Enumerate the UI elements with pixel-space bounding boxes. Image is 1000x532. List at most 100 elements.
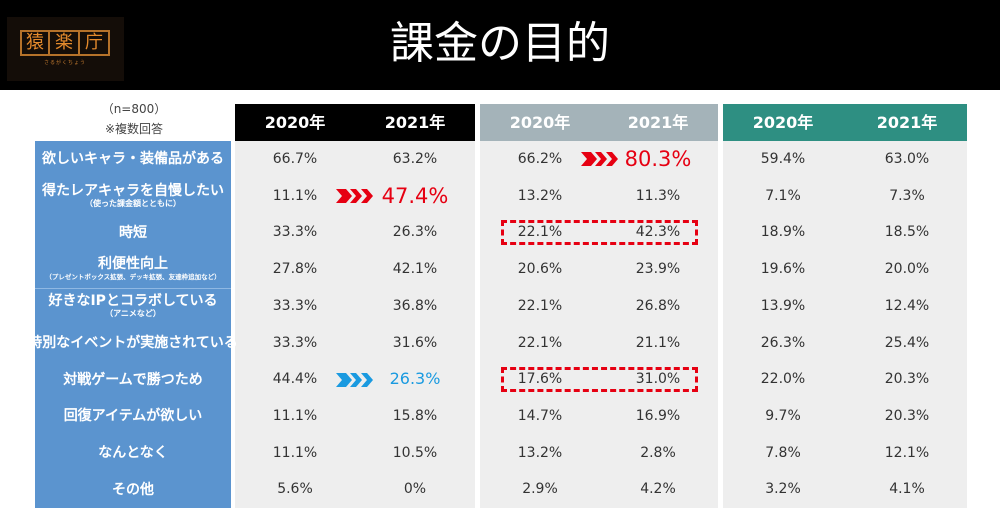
value-cell: 2.8% (640, 444, 676, 461)
value-cell: 27.8% (272, 261, 318, 278)
value-cell: 59.4% (760, 151, 806, 167)
row-label-subtext: （使った課金額とともに） (85, 199, 181, 209)
value-cell: 13.2% (517, 187, 563, 204)
value-cell: 11.1% (272, 407, 318, 424)
value-cell: 33.3% (272, 224, 318, 241)
value-cell: 7.3% (889, 187, 925, 204)
value-cell: 26.3% (389, 369, 441, 389)
value-cell: 12.4% (884, 297, 930, 314)
row-label-text: 欲しいキャラ・装備品がある (42, 151, 224, 168)
row-label: 得たレアキャラを自慢したい （使った課金額とともに） (35, 178, 231, 215)
value-cell: 36.8% (392, 297, 438, 314)
row-label-text: 回復アイテムが欲しい (63, 408, 203, 425)
value-cell: 19.6% (760, 261, 806, 278)
year-header: 2020年 (752, 113, 814, 132)
value-cell: 22.1% (517, 334, 563, 351)
row-label: 対戦ゲームで勝つため (35, 361, 231, 398)
value-cell: 20.3% (884, 407, 930, 424)
page-title: 課金の目的 (390, 18, 610, 69)
value-cell: 11.3% (635, 187, 681, 204)
triple-chevron-right-icon (335, 178, 375, 215)
value-cell: 21.1% (635, 334, 681, 351)
year-header: 2021年 (876, 113, 938, 132)
value-cell: 4.1% (889, 481, 925, 498)
row-labels-column: 欲しいキャラ・装備品がある 得たレアキャラを自慢したい （使った課金額とともに） 時短… (28, 141, 238, 508)
value-cell: 33.3% (272, 334, 318, 351)
row-label: 回復アイテムが欲しい (35, 398, 231, 435)
value-cell: 9.7% (765, 407, 801, 424)
logo-char: 楽 (50, 30, 80, 56)
triple-chevron-right-icon (580, 141, 620, 178)
value-cell: 11.1% (272, 444, 318, 461)
logo-subtitle: さるがくちょう (43, 60, 86, 66)
row-label-text: 利便性向上 (98, 256, 168, 273)
value-cell: 66.2% (517, 151, 563, 167)
row-label: なんとなく (35, 435, 231, 472)
value-cell: 20.3% (884, 371, 930, 388)
group-header-2: 2020年 2021年 (480, 104, 718, 141)
value-cell: 18.5% (884, 224, 930, 241)
value-cell: 22.1% (517, 297, 563, 314)
row-label-text: 特別なイベントが実施されている (28, 334, 238, 351)
multiple-answer-note: ※複数回答 (104, 122, 164, 136)
logo-char: 猿 (20, 30, 50, 56)
value-cell: 23.9% (635, 261, 681, 278)
value-cell: 2.9% (522, 481, 558, 498)
value-cell: 0% (403, 481, 427, 498)
year-header: 2020年 (264, 113, 326, 132)
row-label-subtext: （プレゼントボックス拡張、デッキ拡張、友達枠追加など） (45, 273, 221, 282)
highlight-dashed-box (501, 367, 698, 393)
value-cell: 11.1% (272, 187, 318, 204)
triple-chevron-right-icon (335, 361, 375, 398)
value-cell: 7.8% (765, 444, 801, 461)
value-cell: 12.1% (884, 444, 930, 461)
row-label-text: 時短 (119, 224, 147, 241)
value-cell: 80.3% (624, 147, 692, 171)
value-cell: 42.1% (392, 261, 438, 278)
value-cell: 15.8% (392, 407, 438, 424)
row-label-text: 対戦ゲームで勝つため (63, 371, 203, 388)
title-bar: 猿 楽 庁 さるがくちょう 課金の目的 (0, 0, 1000, 90)
value-cell: 14.7% (517, 407, 563, 424)
value-cell: 3.2% (765, 481, 801, 498)
row-label: 利便性向上 （プレゼントボックス拡張、デッキ拡張、友達枠追加など） (35, 251, 231, 288)
row-label: 欲しいキャラ・装備品がある (35, 141, 231, 178)
value-cell: 5.6% (277, 481, 313, 498)
logo: 猿 楽 庁 さるがくちょう (7, 17, 124, 81)
logo-char: 庁 (80, 30, 110, 56)
value-cell: 33.3% (272, 297, 318, 314)
value-cell: 4.2% (640, 481, 676, 498)
row-label-subtext: （アニメなど） (105, 309, 161, 319)
value-cell: 66.7% (272, 151, 318, 167)
row-label-text: 得たレアキャラを自慢したい (42, 183, 224, 200)
value-cell: 13.9% (760, 297, 806, 314)
value-cell: 25.4% (884, 334, 930, 351)
value-cell: 42.3% (635, 224, 681, 241)
row-label: 特別なイベントが実施されている (28, 325, 238, 362)
year-header: 2021年 (384, 113, 446, 132)
year-header: 2021年 (627, 113, 689, 132)
row-label-text: なんとなく (98, 444, 168, 461)
value-cell: 20.6% (517, 261, 563, 278)
value-cell: 31.0% (635, 371, 681, 388)
value-cell: 22.0% (760, 371, 806, 388)
row-label: 好きなIPとコラボしている （アニメなど） (35, 288, 231, 325)
row-label: その他 (35, 471, 231, 508)
value-cell: 18.9% (760, 224, 806, 241)
row-label-text: 好きなIPとコラボしている (48, 293, 218, 310)
value-cell: 20.0% (884, 261, 930, 278)
value-cell: 13.2% (517, 444, 563, 461)
value-cell: 26.3% (760, 334, 806, 351)
group-header-3: 2020年 2021年 (723, 104, 967, 141)
value-cell: 17.6% (517, 371, 563, 388)
sample-size-note: （n=800） (101, 102, 167, 116)
row-divider (35, 287, 231, 289)
value-cell: 16.9% (635, 407, 681, 424)
value-cell: 31.6% (392, 334, 438, 351)
value-cell: 26.8% (635, 297, 681, 314)
highlight-dashed-box (501, 220, 698, 246)
value-cell: 44.4% (272, 371, 318, 388)
value-cell: 26.3% (392, 224, 438, 241)
group-header-1: 2020年 2021年 (235, 104, 475, 141)
value-cell: 63.0% (884, 151, 930, 167)
